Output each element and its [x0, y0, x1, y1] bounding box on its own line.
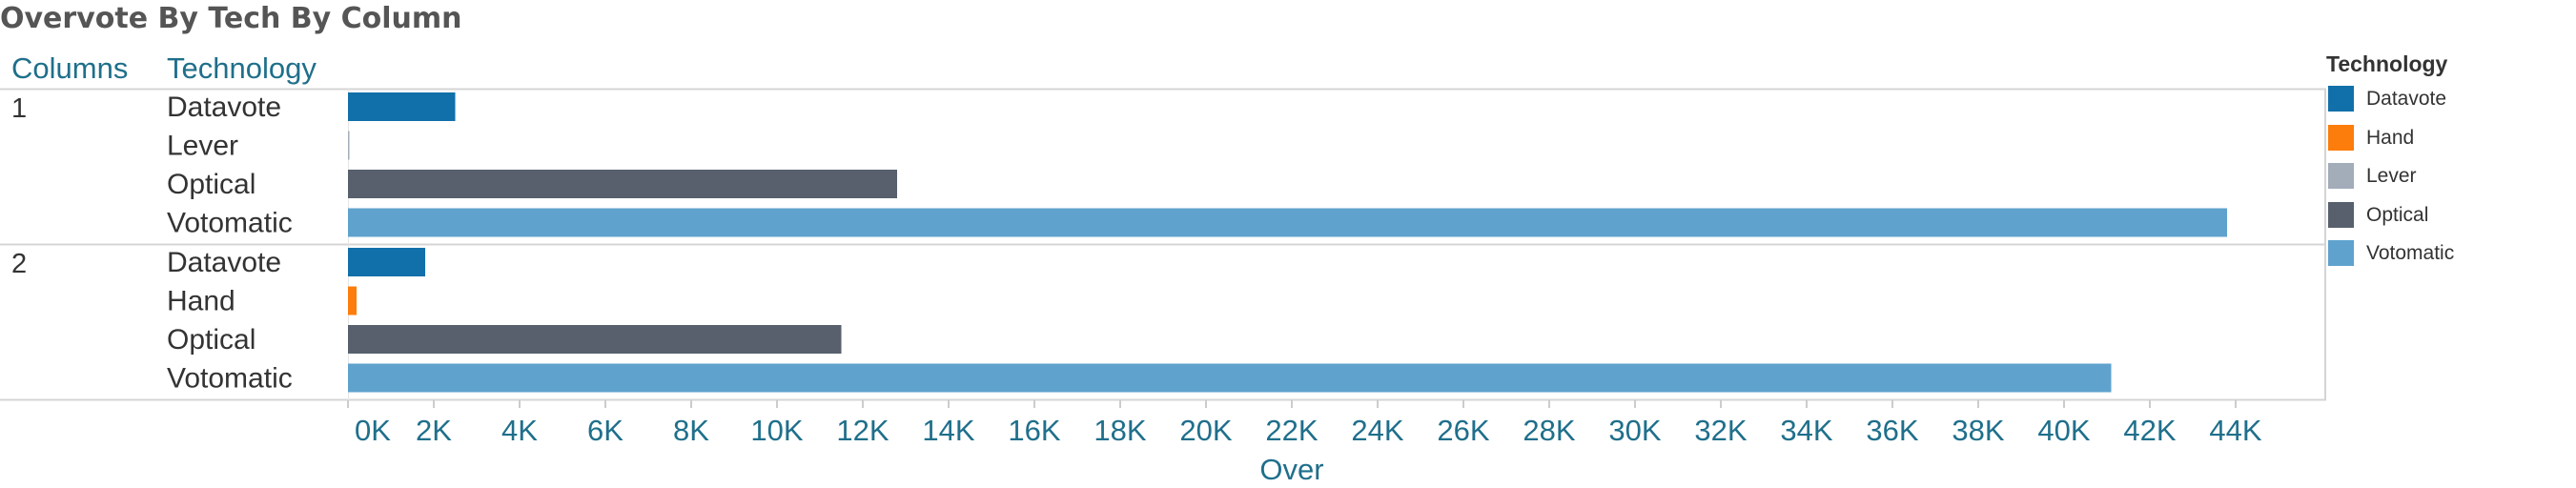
x-tick-label: 42K [2123, 414, 2176, 447]
legend-swatch [2328, 201, 2354, 228]
x-tick-label: 2K [416, 414, 452, 447]
x-tick-label: 16K [1008, 414, 1060, 447]
x-tick-label: 32K [1694, 414, 1747, 447]
x-tick-label: 24K [1351, 414, 1403, 447]
x-tick-label: 0K [355, 414, 391, 447]
x-tick-label: 34K [1780, 414, 1832, 447]
x-axis-label: Over [1259, 453, 1323, 486]
x-tick-label: 38K [1952, 414, 2004, 447]
x-tick-label: 36K [1866, 414, 1918, 447]
legend-swatch [2328, 86, 2354, 112]
chart-title: Overvote By Tech By Column [0, 2, 462, 35]
bar-hand [348, 286, 357, 315]
x-tick-label: 12K [836, 414, 889, 447]
legend-swatch [2328, 240, 2354, 266]
legend-swatch [2328, 124, 2354, 151]
x-tick-label: 30K [1608, 414, 1661, 447]
legend-label: Datavote [2366, 88, 2447, 110]
x-tick-label: 20K [1179, 414, 1232, 447]
technology-label: Datavote [167, 92, 281, 123]
legend-label: Optical [2366, 203, 2429, 226]
x-tick-label: 8K [673, 414, 709, 447]
technology-label: Lever [167, 131, 238, 162]
legend-label: Hand [2366, 126, 2415, 149]
bar-chart: 1 Datavote Lever Optical Votomatic 2 Datavote H… [0, 88, 2326, 486]
bar-votomatic [348, 363, 2112, 393]
column-label: 2 [11, 249, 27, 279]
legend-swatch [2328, 163, 2354, 189]
bar-votomatic [348, 208, 2227, 237]
technology-label: Optical [167, 169, 256, 200]
x-tick-label: 26K [1437, 414, 1489, 447]
technology-label: Hand [167, 286, 235, 317]
columns-header[interactable]: Columns [11, 51, 129, 85]
bar-lever [348, 131, 350, 160]
technology-label: Optical [167, 324, 256, 356]
column-label: 1 [11, 93, 27, 124]
x-tick-label: 6K [587, 414, 624, 447]
x-tick-label: 28K [1523, 414, 1575, 447]
technology-label: Votomatic [167, 208, 293, 239]
bar-optical [348, 170, 897, 198]
x-tick-label: 14K [922, 414, 974, 447]
x-tick-label: 22K [1265, 414, 1318, 447]
x-tick-label: 44K [2209, 414, 2261, 447]
legend-label: Lever [2366, 165, 2417, 187]
legend-title: Technology [2326, 51, 2448, 76]
technology-label: Datavote [167, 247, 281, 278]
legend-label: Votomatic [2366, 242, 2455, 264]
bar-datavote [348, 92, 456, 121]
x-tick-label: 18K [1094, 414, 1146, 447]
bar-datavote [348, 248, 425, 276]
x-tick-label: 10K [750, 414, 803, 447]
bar-optical [348, 325, 842, 354]
technology-header[interactable]: Technology [167, 51, 317, 85]
x-tick-label: 4K [501, 414, 538, 447]
x-tick-label: 40K [2037, 414, 2090, 447]
technology-label: Votomatic [167, 363, 293, 395]
